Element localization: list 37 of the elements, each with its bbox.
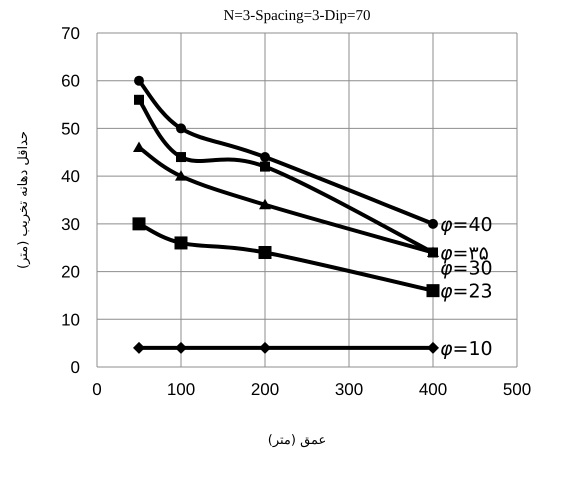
point <box>259 342 271 354</box>
y-tick-label: 30 <box>61 214 80 234</box>
point <box>258 246 272 259</box>
x-axis-title: عمق (متر) <box>268 433 326 448</box>
point <box>260 162 270 172</box>
series-label: φ=10 <box>440 338 493 360</box>
series-label: φ=23 <box>440 280 493 303</box>
y-tick-label: 10 <box>61 310 80 330</box>
chart-title: N=3-Spacing=3-Dip=70 <box>223 8 371 24</box>
point <box>426 284 440 298</box>
point <box>260 152 270 162</box>
point <box>428 218 438 229</box>
x-tick-label: 0 <box>92 380 102 399</box>
point <box>259 198 271 210</box>
y-tick-label: 50 <box>61 119 80 138</box>
x-tick-label: 400 <box>418 380 448 399</box>
point <box>174 236 188 250</box>
point <box>132 217 146 230</box>
y-tick-label: 60 <box>61 72 80 91</box>
x-tick-label: 200 <box>250 380 280 399</box>
series-label: φ=40 <box>440 214 493 236</box>
point <box>134 76 144 86</box>
point <box>175 342 187 354</box>
y-axis-title: حداقل دهانه تخریب (متر) <box>16 131 31 269</box>
y-tick-label: 20 <box>61 262 80 282</box>
point <box>134 94 144 105</box>
y-tick-label: 0 <box>70 358 80 377</box>
point <box>175 170 187 181</box>
point <box>133 342 145 354</box>
point <box>176 123 186 134</box>
y-tick-label: 70 <box>61 24 80 43</box>
x-tick-label: 500 <box>502 380 532 399</box>
point <box>427 342 439 354</box>
y-tick-label: 40 <box>61 167 80 186</box>
x-tick-label: 300 <box>334 380 364 399</box>
x-tick-label: 100 <box>166 380 196 399</box>
point <box>176 152 186 162</box>
